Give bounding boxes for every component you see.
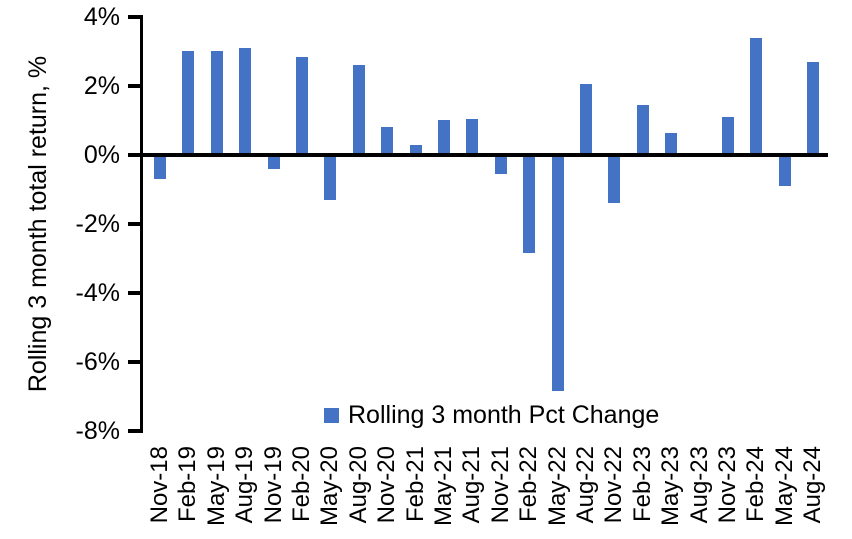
y-tick-label: -8% [75, 417, 120, 445]
bar-Aug-19 [239, 48, 251, 155]
y-tick-mark [128, 15, 142, 19]
x-tick-label: Nov-22 [600, 446, 627, 524]
y-axis-line [140, 15, 143, 433]
y-tick-mark [128, 222, 142, 226]
x-tick-label: Feb-23 [629, 446, 656, 523]
bar-Nov-18 [154, 155, 166, 179]
y-tick-label: -6% [75, 348, 120, 376]
x-tick-label: Aug-23 [686, 446, 713, 524]
x-axis-zero-line [140, 153, 828, 157]
bar-May-22 [552, 155, 564, 391]
x-tick-label: Aug-21 [458, 446, 485, 524]
bar-May-20 [324, 155, 336, 200]
y-tick-label: -4% [75, 279, 120, 307]
x-tick-label: May-20 [316, 446, 343, 527]
y-tick-label: 0% [83, 141, 120, 169]
y-tick-label: -2% [75, 210, 120, 238]
x-tick-label: Feb-24 [742, 446, 769, 523]
bar-Feb-22 [523, 155, 535, 253]
legend-label: Rolling 3 month Pct Change [348, 401, 660, 429]
bar-May-23 [665, 133, 677, 155]
bar-Aug-20 [353, 65, 365, 155]
x-tick-label: Feb-21 [402, 446, 429, 523]
x-tick-label: Nov-18 [146, 446, 173, 524]
bar-Nov-23 [722, 117, 734, 155]
y-tick-mark [128, 153, 142, 157]
x-tick-label: Nov-20 [373, 446, 400, 524]
bar-Feb-20 [296, 57, 308, 155]
x-tick-label: May-24 [771, 446, 798, 527]
bar-Aug-22 [580, 84, 592, 155]
bar-Feb-23 [637, 105, 649, 155]
x-tick-label: Feb-19 [174, 446, 201, 523]
x-tick-label: Nov-19 [260, 446, 287, 524]
y-tick-mark [128, 84, 142, 88]
x-tick-label: Feb-22 [515, 446, 542, 523]
bar-Aug-21 [466, 119, 478, 155]
x-tick-label: Aug-24 [799, 446, 826, 524]
y-tick-label: 2% [83, 72, 120, 100]
x-tick-label: Nov-21 [487, 446, 514, 524]
bar-Nov-22 [608, 155, 620, 203]
bar-Nov-20 [381, 127, 393, 155]
bar-Aug-24 [807, 62, 819, 155]
bar-May-24 [779, 155, 791, 186]
bar-Feb-19 [182, 51, 194, 155]
bar-Nov-21 [495, 155, 507, 174]
x-tick-label: Feb-20 [288, 446, 315, 523]
bar-Nov-19 [268, 155, 280, 169]
bar-May-21 [438, 120, 450, 155]
x-tick-label: Aug-22 [572, 446, 599, 524]
legend: Rolling 3 month Pct Change [324, 399, 659, 431]
y-tick-mark [128, 291, 142, 295]
x-tick-label: Aug-19 [231, 446, 258, 524]
y-tick-label: 4% [83, 3, 120, 31]
y-tick-mark [128, 360, 142, 364]
legend-swatch [324, 407, 339, 423]
x-tick-label: May-19 [203, 446, 230, 527]
x-tick-label: May-21 [430, 446, 457, 527]
x-tick-label: Nov-23 [714, 446, 741, 524]
x-tick-label: May-22 [544, 446, 571, 527]
bar-Feb-21 [410, 145, 422, 155]
x-tick-label: Aug-20 [345, 446, 372, 524]
x-tick-label: May-23 [657, 446, 684, 527]
y-tick-mark [128, 429, 142, 433]
bar-May-19 [211, 51, 223, 155]
bar-Feb-24 [750, 38, 762, 155]
